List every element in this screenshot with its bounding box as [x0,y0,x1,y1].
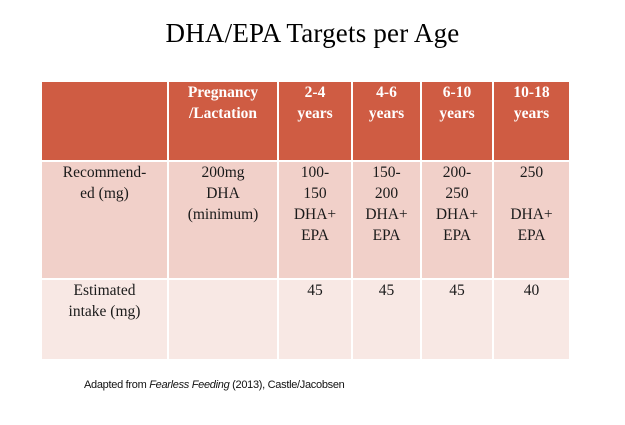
header-cell-2-4: 2-4 years [278,82,353,162]
table-cell: 250 DHA+ EPA [493,161,569,280]
source-footnote: Adapted from Fearless Feeding (2013), Ca… [84,379,345,391]
header-cell-4-6: 4-6 years [352,82,422,162]
table-cell: 150- 200 DHA+ EPA [352,161,422,280]
table-cell: 45 [278,279,353,361]
header-cell-6-10: 6-10 years [421,82,494,162]
table-cell: 200mg DHA (minimum) [168,161,279,280]
table-header-row: Pregnancy /Lactation 2-4 years 4-6 years… [42,82,569,162]
table-cell: 45 [421,279,494,361]
row-label-estimated: Estimated intake (mg) [42,279,169,361]
table-row: Estimated intake (mg) 45 45 45 40 [42,279,569,361]
table-cell: 100- 150 DHA+ EPA [278,161,353,280]
slide-title: DHA/EPA Targets per Age [165,18,460,48]
table-row: Recommend- ed (mg) 200mg DHA (minimum) 1… [42,161,569,280]
dha-epa-table: Pregnancy /Lactation 2-4 years 4-6 years… [42,82,569,361]
table-cell: 45 [352,279,422,361]
header-cell-pregnancy: Pregnancy /Lactation [168,82,279,162]
footnote-book-title: Fearless Feeding [149,379,230,391]
footnote-prefix: Adapted from [84,379,150,391]
table-cell: 40 [493,279,569,361]
table-cell: 200- 250 DHA+ EPA [421,161,494,280]
header-cell-blank [42,82,169,162]
footnote-suffix: (2013), Castle/Jacobsen [229,379,345,391]
table-cell [168,279,279,361]
row-label-recommended: Recommend- ed (mg) [42,161,169,280]
header-cell-10-18: 10-18 years [493,82,569,162]
